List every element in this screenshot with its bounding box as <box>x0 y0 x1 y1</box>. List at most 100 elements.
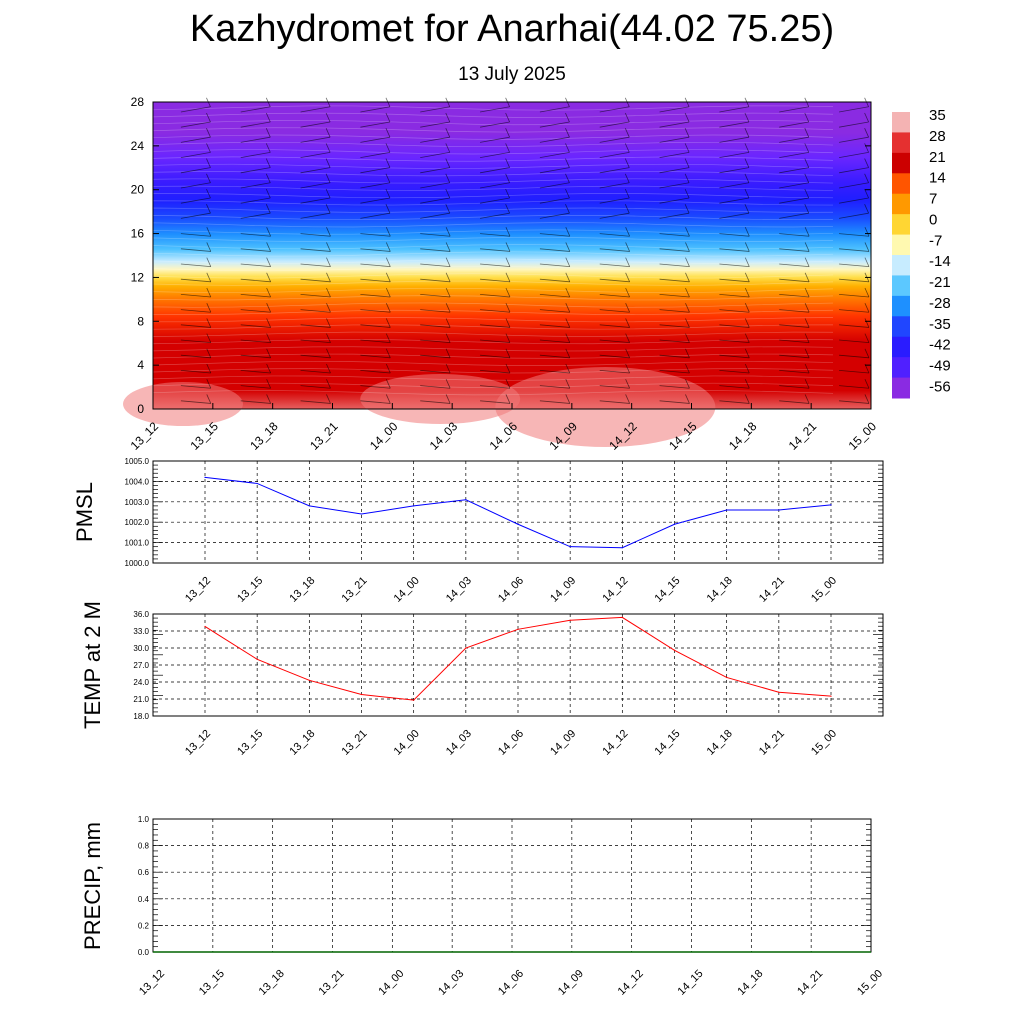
wind-barb-flag <box>624 128 630 138</box>
x-tick-label: 14_09 <box>548 575 578 605</box>
wind-barb-flag <box>445 227 451 237</box>
wind-barb-flag <box>326 272 331 282</box>
wind-barb <box>539 278 570 283</box>
series-point <box>465 647 467 649</box>
wind-barb-flag <box>624 112 630 123</box>
wind-barb <box>659 354 690 359</box>
wind-barb <box>719 324 750 328</box>
wind-barb <box>779 106 809 113</box>
series-point <box>204 625 206 628</box>
wind-barb <box>180 106 211 113</box>
wind-barb-flag <box>625 363 630 374</box>
wind-barb-flag <box>505 287 511 298</box>
series-point <box>621 547 623 549</box>
contour-line <box>152 149 834 155</box>
x-tick-label: 13_12 <box>128 419 162 453</box>
contour-line <box>152 207 834 213</box>
wind-barb-flag <box>804 303 810 313</box>
wind-barb <box>659 212 690 219</box>
wind-barb <box>539 106 570 113</box>
wind-barb-flag <box>266 272 271 282</box>
x-tick-label: 14_21 <box>757 728 787 758</box>
wind-barb <box>360 182 391 189</box>
wind-barb-flag <box>804 227 810 237</box>
x-tick-label: 15_00 <box>855 968 885 998</box>
wind-barb-flag <box>864 158 869 168</box>
wind-barb-flag <box>864 394 870 404</box>
wind-barb <box>719 167 750 174</box>
wind-barb-flag <box>326 379 331 389</box>
wind-barb-flag <box>445 348 451 358</box>
wind-barb <box>420 212 450 219</box>
wind-barb <box>360 278 391 283</box>
wind-barb <box>838 151 869 158</box>
wind-barb-flag <box>684 204 690 214</box>
wind-barb <box>180 278 211 283</box>
x-tick-label: 13_12 <box>183 728 213 758</box>
wind-barb-flag <box>445 394 451 404</box>
colorbar-swatch <box>892 295 910 317</box>
wind-barb <box>480 248 510 252</box>
series-point <box>413 505 415 507</box>
wind-barb <box>719 263 750 268</box>
wind-barb-flag <box>804 143 810 153</box>
wind-barb <box>180 233 211 237</box>
y-tick-label: 1004.0 <box>125 477 150 486</box>
colorbar-swatch <box>892 316 910 338</box>
wind-barb-flag <box>505 188 510 199</box>
wind-barb <box>719 233 750 237</box>
wind-barb-flag <box>625 227 630 237</box>
wind-barb-flag <box>624 173 630 183</box>
heatmap-warm-area <box>360 374 521 424</box>
wind-barb <box>360 121 391 128</box>
wind-barb-flag <box>684 143 690 153</box>
wind-barb-flag <box>265 112 271 123</box>
wind-barb-flag <box>385 287 391 298</box>
wind-barb <box>839 278 869 283</box>
wind-barb-flag <box>206 143 211 153</box>
wind-barb-flag <box>565 242 571 252</box>
wind-barb-flag <box>685 227 690 237</box>
wind-barb <box>300 136 331 143</box>
wind-barb <box>300 263 331 268</box>
wind-barb-flag <box>445 318 451 328</box>
x-tick-label: 14_09 <box>548 728 578 758</box>
series-point <box>465 499 467 501</box>
wind-barb-flag <box>565 128 570 138</box>
wind-barb-flag <box>684 128 690 138</box>
wind-barb-flag <box>385 227 391 237</box>
y-tick-label: 28 <box>131 95 145 109</box>
wind-barb <box>180 263 211 268</box>
x-tick-label: 14_03 <box>444 728 474 758</box>
series-point <box>778 691 780 693</box>
wind-barb-flag <box>864 287 870 298</box>
colorbar-swatch <box>892 214 910 236</box>
series-point <box>621 616 623 619</box>
y-tick-label: 27.0 <box>133 661 149 670</box>
wind-barb <box>300 167 331 174</box>
y-tick-label: 36.0 <box>133 610 149 619</box>
x-tick-label: 14_06 <box>496 728 526 758</box>
wind-barb <box>480 324 510 328</box>
wind-barb <box>240 212 271 219</box>
x-tick-label: 14_06 <box>496 968 526 998</box>
wind-barb-flag <box>505 318 511 328</box>
x-tick-label: 14_00 <box>376 968 406 998</box>
pmsl-panel: 1000.0 1001.0 1002.0 1003.0 1004.0 1005.0 13_1… <box>72 457 884 605</box>
wind-barb <box>300 197 331 204</box>
wind-barb <box>539 339 570 344</box>
wind-barb <box>180 151 211 158</box>
wind-barb-flag <box>744 272 750 282</box>
wind-barb-flag <box>266 394 271 404</box>
y-tick-label: 1005.0 <box>125 457 150 466</box>
y-axis-label: PRECIP, mm <box>80 822 105 950</box>
precip-panel: 0.0 0.2 0.4 0.6 0.8 1.0 13_12 13_15 13_18 13_21 14… <box>80 815 885 998</box>
wind-barb-flag <box>325 188 331 199</box>
wind-barb <box>240 263 271 268</box>
wind-barb-flag <box>325 128 331 138</box>
y-tick-label: 1002.0 <box>125 518 150 527</box>
wind-barb <box>180 197 211 204</box>
wind-barb <box>539 136 570 143</box>
wind-barb-flag <box>864 143 869 153</box>
wind-barb <box>779 370 810 374</box>
